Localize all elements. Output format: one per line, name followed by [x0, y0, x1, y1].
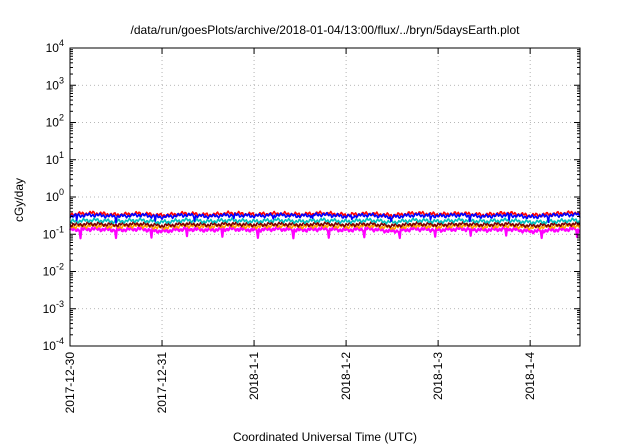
chart-title: /data/run/goesPlots/archive/2018-01-04/1…: [131, 23, 521, 37]
y-tick-label: 10-3: [43, 299, 64, 316]
grid-lines: [70, 48, 580, 346]
x-tick-label: 2017-12-30: [63, 352, 77, 414]
y-axis-label: cGy/day: [12, 178, 26, 222]
y-tick-label: 100: [46, 187, 64, 204]
y-axis: 10-4 10-3 10-2 10-1 100 101 102 103 104: [43, 38, 580, 353]
series-line: [69, 220, 581, 229]
y-tick-label: 10-4: [43, 336, 64, 353]
series-line: [69, 225, 581, 240]
y-tick-label: 102: [46, 113, 64, 130]
x-tick-label: 2018-1-4: [523, 352, 537, 400]
x-tick-label: 2018-1-1: [247, 352, 261, 400]
series-line: [69, 211, 581, 224]
series-line: [69, 222, 581, 231]
series-layer: [69, 210, 581, 240]
y-tick-label: 10-2: [43, 262, 64, 279]
x-tick-label: 2018-1-3: [431, 352, 445, 400]
y-tick-label: 103: [46, 75, 64, 92]
y-tick-label: 101: [46, 150, 64, 167]
x-axis: 2017-12-30 2017-12-31 2018-1-1 2018-1-2 2018…: [63, 48, 537, 413]
y-tick-label: 104: [46, 38, 64, 55]
y-tick-label: 10-1: [43, 224, 64, 241]
x-tick-label: 2018-1-2: [339, 352, 353, 400]
x-axis-label: Coordinated Universal Time (UTC): [233, 430, 417, 444]
x-tick-label: 2017-12-31: [155, 352, 169, 414]
